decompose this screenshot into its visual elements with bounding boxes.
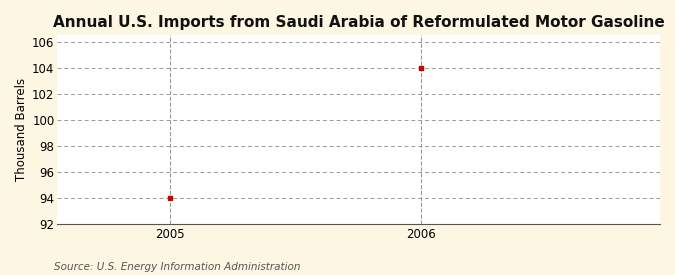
Title: Annual U.S. Imports from Saudi Arabia of Reformulated Motor Gasoline: Annual U.S. Imports from Saudi Arabia of… — [53, 15, 664, 30]
Text: Source: U.S. Energy Information Administration: Source: U.S. Energy Information Administ… — [54, 262, 300, 272]
Y-axis label: Thousand Barrels: Thousand Barrels — [15, 78, 28, 181]
